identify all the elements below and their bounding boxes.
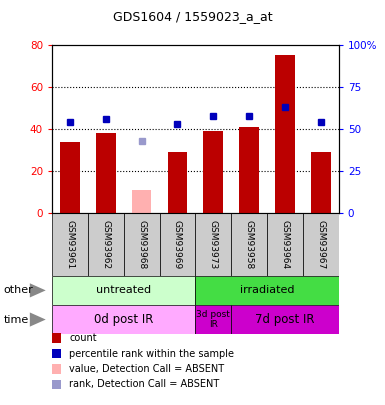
Bar bbox=[203, 131, 223, 213]
Text: 7d post IR: 7d post IR bbox=[255, 313, 315, 326]
Bar bbox=[60, 142, 80, 213]
Polygon shape bbox=[30, 313, 46, 326]
Bar bbox=[231, 213, 267, 276]
Text: count: count bbox=[69, 333, 97, 343]
Bar bbox=[124, 213, 159, 276]
Text: GDS1604 / 1559023_a_at: GDS1604 / 1559023_a_at bbox=[113, 10, 272, 23]
Bar bbox=[311, 152, 331, 213]
Polygon shape bbox=[30, 284, 46, 297]
Text: GSM93961: GSM93961 bbox=[65, 220, 74, 269]
Bar bbox=[275, 55, 295, 213]
Text: value, Detection Call = ABSENT: value, Detection Call = ABSENT bbox=[69, 364, 224, 374]
Bar bbox=[167, 152, 187, 213]
Bar bbox=[159, 213, 196, 276]
Text: 3d post
IR: 3d post IR bbox=[196, 310, 230, 329]
Text: percentile rank within the sample: percentile rank within the sample bbox=[69, 349, 234, 358]
Bar bbox=[132, 190, 151, 213]
Text: irradiated: irradiated bbox=[240, 286, 295, 295]
Text: time: time bbox=[4, 315, 29, 324]
Text: other: other bbox=[4, 286, 33, 295]
Bar bbox=[52, 305, 195, 334]
Bar bbox=[267, 213, 303, 276]
Bar bbox=[195, 213, 231, 276]
Bar bbox=[96, 133, 115, 213]
Text: GSM93962: GSM93962 bbox=[101, 220, 110, 269]
Text: GSM93958: GSM93958 bbox=[244, 220, 254, 269]
Text: untreated: untreated bbox=[96, 286, 151, 295]
Text: GSM93968: GSM93968 bbox=[137, 220, 146, 269]
Bar bbox=[52, 213, 88, 276]
Bar bbox=[303, 213, 339, 276]
Bar bbox=[52, 276, 195, 305]
Bar bbox=[88, 213, 124, 276]
Bar bbox=[195, 276, 339, 305]
Text: GSM93969: GSM93969 bbox=[173, 220, 182, 269]
Text: GSM93964: GSM93964 bbox=[281, 220, 290, 269]
Text: GSM93973: GSM93973 bbox=[209, 220, 218, 269]
Bar bbox=[231, 305, 339, 334]
Bar bbox=[239, 127, 259, 213]
Text: 0d post IR: 0d post IR bbox=[94, 313, 153, 326]
Bar bbox=[195, 305, 231, 334]
Text: rank, Detection Call = ABSENT: rank, Detection Call = ABSENT bbox=[69, 379, 219, 389]
Text: GSM93967: GSM93967 bbox=[316, 220, 325, 269]
